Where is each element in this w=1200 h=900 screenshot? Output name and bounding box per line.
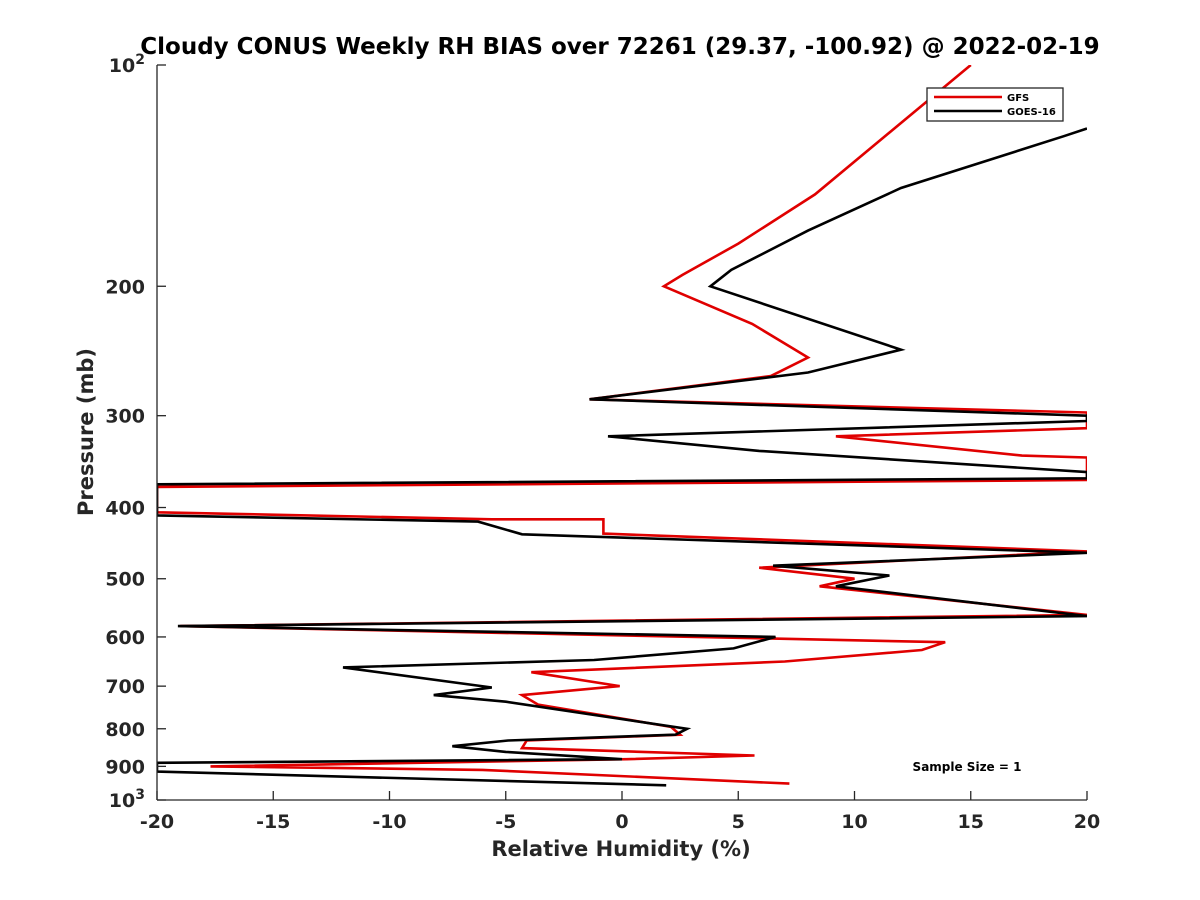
sample-size-annotation: Sample Size = 1 [913,760,1022,774]
x-tick-label: 5 [732,811,745,833]
y-axis-label: Pressure (mb) [74,348,98,516]
y-tick-label: 102 [109,52,145,77]
y-tick-label: 600 [105,627,145,649]
y-tick-label: 103 [109,787,145,812]
y-tick-label: 200 [105,276,145,298]
x-tick-label: -5 [495,811,516,833]
x-axis-ticks: -20 -15 -10 -5 0 5 10 15 20 [140,791,1100,833]
x-tick-label: 0 [615,811,628,833]
chart-title: Cloudy CONUS Weekly RH BIAS over 72261 (… [140,34,1099,60]
x-tick-label: -10 [372,811,406,833]
y-tick-label: 300 [105,406,145,428]
y-tick-label: 400 [105,498,145,520]
y-axis-ticks: 102 200 300 400 500 600 700 800 900 103 [105,52,166,812]
legend-label-gfs: GFS [1007,93,1029,104]
x-tick-label: -20 [140,811,174,833]
y-tick-label: 700 [105,676,145,698]
x-tick-label: 20 [1074,811,1100,833]
legend: GFS GOES-16 [926,87,1064,122]
legend-box [926,87,1064,122]
x-axis-label: Relative Humidity (%) [491,837,750,861]
x-tick-label: 10 [841,811,867,833]
y-tick-label: 900 [105,756,145,778]
x-tick-label: -15 [256,811,290,833]
y-tick-label: 800 [105,719,145,741]
x-tick-label: 15 [958,811,984,833]
y-tick-label: 500 [105,569,145,591]
series-layer [157,65,1087,787]
series-line-goes16 [157,127,1087,787]
legend-label-goes16: GOES-16 [1007,107,1056,118]
